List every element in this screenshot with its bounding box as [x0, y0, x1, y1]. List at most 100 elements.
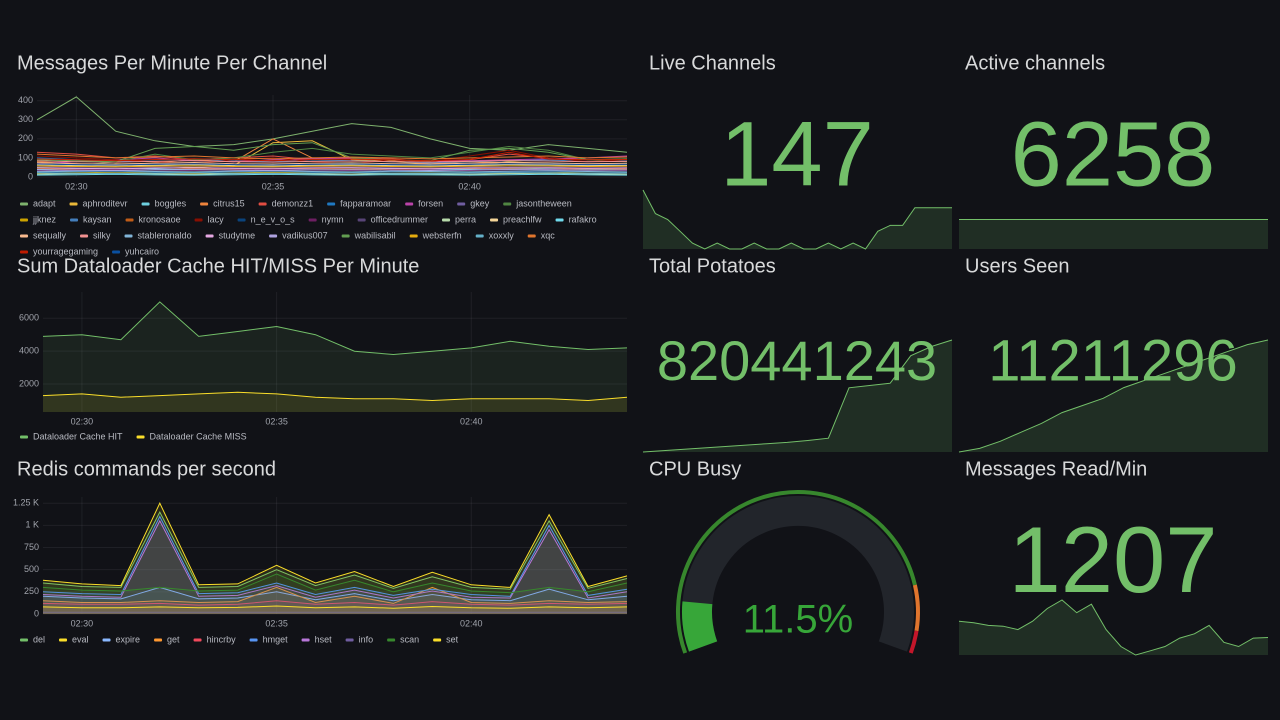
- legend-item: boggles: [141, 198, 187, 208]
- gauge-threshold: [912, 584, 920, 632]
- series-line: [42, 519, 628, 599]
- sparkline: [642, 189, 952, 250]
- series-line: [42, 586, 628, 604]
- legend-label: xqc: [541, 230, 556, 240]
- legend-marker: [457, 202, 466, 206]
- y-tick-label: 2000: [19, 378, 39, 388]
- sparkline-area: [959, 340, 1268, 452]
- legend-item: adapt: [20, 198, 56, 208]
- y-tick-label: 300: [18, 114, 33, 124]
- x-tick-label: 02:40: [460, 618, 483, 628]
- legend-marker: [237, 218, 246, 222]
- x-tick-label: 02:40: [458, 181, 481, 191]
- legend-label: hset: [315, 634, 333, 644]
- series-area: [43, 503, 627, 614]
- legend-item: hincrby: [193, 634, 236, 644]
- y-tick-label: 750: [24, 542, 39, 552]
- series-line: [42, 573, 628, 594]
- x-tick-label: 02:40: [460, 416, 483, 426]
- legend-marker: [20, 638, 28, 642]
- legend-label: Dataloader Cache MISS: [150, 431, 247, 441]
- panel-title: Messages Per Minute Per Channel: [17, 52, 327, 74]
- legend-label: sequally: [33, 230, 67, 240]
- legend-item: xoxxly: [475, 230, 514, 240]
- legend-label: yuhcairo: [125, 246, 159, 256]
- legend-marker: [357, 218, 366, 222]
- legend-item: hset: [301, 634, 333, 644]
- legend-label: scan: [400, 634, 419, 644]
- legend-item: gkey: [457, 198, 490, 208]
- series-area: [43, 512, 627, 614]
- legend-label: wabilisabil: [354, 230, 396, 240]
- legend-marker: [69, 202, 78, 206]
- legend-item: rafakro: [555, 214, 597, 224]
- legend-label: info: [359, 634, 374, 644]
- stat-value: 820441243: [657, 329, 937, 392]
- legend-marker: [20, 435, 28, 439]
- legend-item: lacy: [194, 214, 224, 224]
- legend-marker: [409, 234, 418, 238]
- legend-item: vadikus007: [269, 230, 328, 240]
- series-line: [36, 172, 628, 174]
- legend-item: get: [154, 634, 180, 644]
- legend-item: sequally: [20, 230, 67, 240]
- legend-item: hmget: [249, 634, 288, 644]
- panel-title: Redis commands per second: [17, 458, 276, 480]
- series-line: [36, 161, 628, 165]
- gauge-value: [682, 601, 718, 652]
- panel-title: Users Seen: [965, 255, 1070, 277]
- legend-item: nymn: [308, 214, 344, 224]
- legend-marker: [433, 638, 442, 642]
- legend-marker: [20, 250, 28, 254]
- legend-label: kronosaoe: [139, 214, 181, 224]
- legend-item: demonzz1: [258, 198, 314, 208]
- series-line: [36, 163, 628, 167]
- legend-marker: [102, 638, 111, 642]
- legend-label: expire: [116, 634, 141, 644]
- legend-marker: [301, 638, 310, 642]
- legend-label: del: [33, 634, 45, 644]
- legend-marker: [249, 638, 258, 642]
- legend-marker: [387, 638, 396, 642]
- legend-marker: [59, 638, 68, 642]
- panel-title: Total Potatoes: [649, 255, 776, 277]
- legend-item: citrus15: [200, 198, 245, 208]
- y-tick-label: 6000: [19, 313, 39, 323]
- legend-marker: [112, 250, 121, 254]
- stat-value: 6258: [1011, 103, 1216, 205]
- legend-marker: [154, 638, 163, 642]
- series-area: [43, 392, 627, 412]
- legend-item: silky: [80, 230, 111, 240]
- legend-label: jasontheween: [515, 198, 572, 208]
- legend-item: forsen: [405, 198, 443, 208]
- y-tick-label: 1 K: [25, 520, 39, 530]
- sparkline-area: [643, 190, 952, 249]
- legend-label: demonzz1: [272, 198, 314, 208]
- legend-item: perra: [442, 214, 476, 224]
- legend-marker: [125, 218, 134, 222]
- legend-item: scan: [387, 634, 419, 644]
- legend-label: jjknez: [32, 214, 57, 224]
- legend-label: websterfn: [422, 230, 462, 240]
- panel-title: Sum Dataloader Cache HIT/MISS Per Minute: [17, 255, 419, 277]
- y-tick-label: 100: [18, 152, 33, 162]
- legend-label: nymn: [322, 214, 344, 224]
- legend-item: Dataloader Cache HIT: [20, 431, 123, 441]
- panel-title: Active channels: [965, 52, 1105, 74]
- x-tick-label: 02:30: [71, 618, 94, 628]
- series-line: [36, 155, 628, 165]
- legend-label: citrus15: [213, 198, 245, 208]
- legend-item: preachlfw: [490, 214, 542, 224]
- legend-label: set: [446, 634, 459, 644]
- sparkline-area: [959, 219, 1268, 249]
- legend-marker: [345, 638, 354, 642]
- panel-title: Messages Read/Min: [965, 458, 1147, 480]
- legend-item: fapparamoar: [327, 198, 391, 208]
- legend-marker: [205, 234, 214, 238]
- series-line: [42, 605, 628, 609]
- legend-label: forsen: [418, 198, 443, 208]
- series-line: [42, 301, 628, 356]
- series-line: [42, 502, 628, 588]
- sparkline: [642, 339, 953, 453]
- legend-item: eval: [59, 634, 89, 644]
